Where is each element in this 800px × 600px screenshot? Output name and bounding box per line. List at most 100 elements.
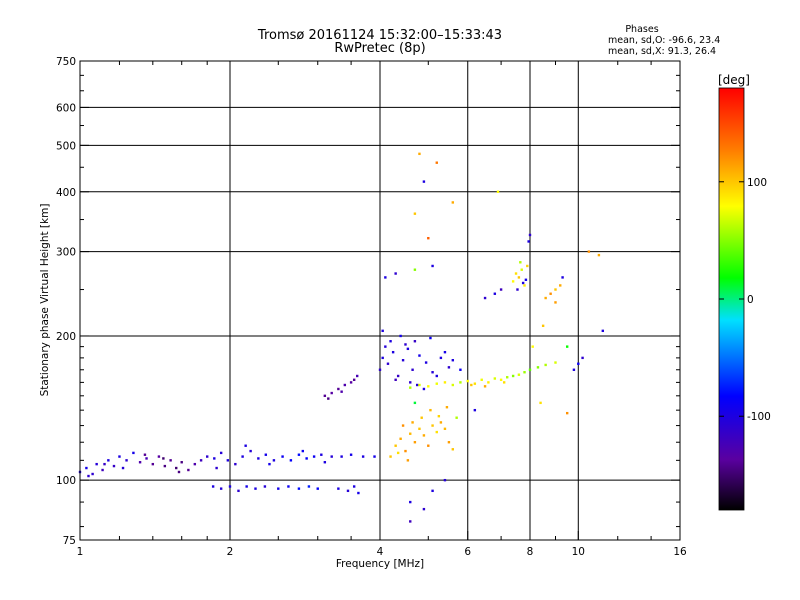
data-point (401, 359, 405, 362)
data-point (480, 378, 483, 381)
data-point (422, 180, 426, 183)
data-point (561, 276, 564, 279)
data-point (226, 459, 230, 462)
data-point (205, 455, 209, 458)
data-point (601, 329, 605, 333)
data-point (554, 301, 557, 304)
colorbar-tick-label: -100 (747, 411, 771, 423)
data-point (193, 462, 197, 466)
data-point (177, 470, 181, 474)
data-point (435, 374, 438, 378)
data-point (373, 455, 376, 458)
data-point (404, 449, 407, 453)
data-point (112, 464, 116, 468)
data-point (447, 366, 451, 369)
data-point (399, 437, 402, 440)
data-point (406, 459, 410, 462)
data-point (323, 461, 327, 464)
x-axis-label: Frequency [MHz] (336, 558, 424, 570)
data-point (520, 268, 523, 271)
x-tick-label: 2 (227, 546, 234, 558)
data-point (531, 345, 534, 348)
data-point (386, 362, 390, 365)
data-point (493, 377, 497, 380)
data-point (544, 363, 547, 367)
data-point (413, 401, 417, 405)
data-point (459, 381, 462, 384)
data-point (496, 190, 500, 193)
data-point (455, 416, 458, 419)
data-point (523, 371, 526, 374)
data-point (524, 278, 528, 281)
data-point (418, 427, 421, 431)
data-point (521, 281, 525, 285)
data-point (399, 334, 402, 338)
colorbar-ticks: 100 0 -100 (719, 177, 771, 423)
data-point (323, 394, 327, 398)
data-point (443, 478, 447, 482)
data-point (244, 444, 247, 447)
data-point (162, 457, 165, 460)
data-point (219, 451, 223, 455)
data-point (519, 261, 522, 264)
data-point (340, 390, 343, 393)
data-point (581, 356, 584, 360)
data-point (431, 489, 434, 493)
data-point (157, 455, 161, 458)
data-point (409, 520, 412, 523)
data-point (394, 378, 397, 381)
data-point (411, 421, 414, 424)
data-point (424, 361, 428, 364)
data-point (95, 462, 98, 466)
data-point (528, 368, 532, 371)
data-point (451, 383, 455, 387)
data-point (427, 444, 430, 447)
data-point (213, 457, 216, 460)
data-point (249, 449, 252, 453)
data-point (381, 329, 384, 333)
stats-heading: Phases (625, 24, 658, 35)
data-point (514, 272, 518, 275)
data-point (330, 455, 333, 458)
data-point (396, 451, 400, 455)
data-point (505, 376, 509, 379)
data-point (343, 383, 347, 387)
data-point (175, 466, 178, 470)
data-point (554, 288, 557, 291)
data-point (451, 359, 455, 362)
data-point (517, 373, 521, 376)
data-point (257, 457, 260, 460)
y-tick-label: 600 (56, 102, 76, 114)
data-point (577, 362, 580, 365)
data-point (234, 462, 237, 466)
data-point (418, 383, 421, 387)
y-tick-label: 200 (56, 331, 76, 343)
colorbar-label: [deg] (718, 73, 750, 87)
data-point (211, 485, 215, 488)
data-point (439, 356, 443, 360)
chart-title: Tromsø 20161124 15:32:00–15:33:43 (257, 28, 502, 43)
data-point (91, 472, 94, 476)
data-point (394, 444, 397, 447)
data-point (554, 361, 557, 364)
data-point (125, 459, 128, 462)
data-point (132, 451, 135, 455)
data-point (431, 371, 434, 374)
colorbar-tick-label: 100 (747, 177, 767, 189)
data-point (435, 161, 438, 164)
data-point (389, 455, 392, 458)
data-point (435, 430, 438, 434)
data-point (451, 448, 455, 451)
data-point (287, 485, 290, 488)
data-point (526, 264, 529, 268)
data-point (378, 368, 382, 371)
data-point (241, 455, 244, 458)
data-point (349, 381, 353, 384)
data-point (138, 461, 142, 464)
data-point (528, 233, 532, 237)
data-point (245, 485, 248, 488)
data-point (418, 354, 421, 357)
data-point (301, 449, 305, 453)
data-point (330, 391, 333, 395)
axes: 75 100 200 300 400 500 600 750 1 2 4 6 8 10 16 (56, 56, 687, 558)
